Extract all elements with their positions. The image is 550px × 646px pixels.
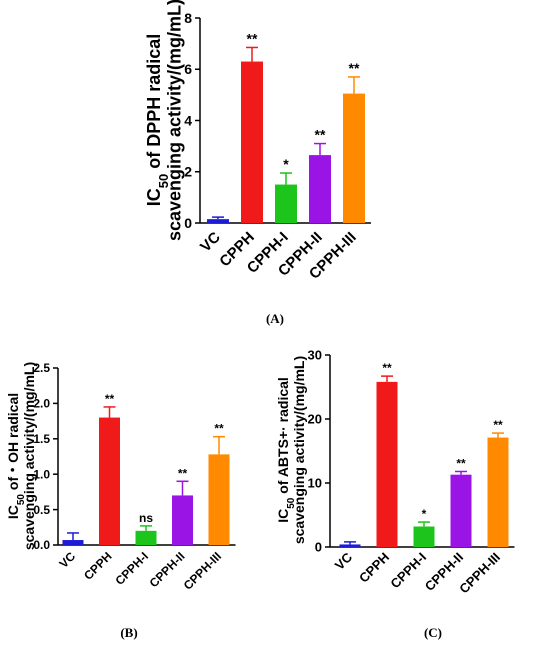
bar (241, 61, 263, 223)
y-tick-label: 1.5 (33, 432, 50, 446)
y-axis-title: IC50 of DPPH radical scavenging activity/… (144, 0, 185, 241)
bar (275, 184, 297, 223)
significance-mark: ** (105, 392, 115, 406)
bar (135, 530, 157, 545)
significance-mark: * (422, 507, 427, 521)
significance-mark: ** (178, 466, 188, 480)
y-tick-label: 2.5 (33, 361, 50, 375)
x-tick-label: CPPH (81, 549, 114, 582)
bar (62, 540, 84, 545)
panel-label: (A) (266, 311, 284, 326)
x-tick-label: CPPH-III (181, 549, 224, 592)
y-tick-label: 30 (308, 348, 322, 363)
significance-mark: ** (349, 60, 360, 76)
significance-mark: ** (382, 361, 392, 375)
y-axis-title: IC50 of ABTS+· radical scavenging activit… (275, 356, 307, 544)
chart-panel-3: 0102030VC**CPPH*CPPH-I**CPPH-II**CPPH-II… (275, 348, 515, 640)
x-tick-label: CPPH-III (456, 550, 503, 597)
y-tick-label: 10 (308, 476, 322, 491)
y-axis-title-line1: IC50 of DPPH radical (144, 34, 171, 207)
panel-label: (B) (120, 625, 137, 640)
x-tick-label: VC (56, 549, 78, 571)
bar (339, 544, 361, 547)
x-tick-label: CPPH-I (112, 549, 151, 588)
y-tick-label: 0.0 (33, 538, 50, 552)
y-tick-label: 4 (184, 112, 192, 128)
significance-mark: ns (139, 511, 153, 525)
significance-mark: * (283, 156, 289, 172)
y-tick-label: 2.0 (33, 397, 50, 411)
y-axis-title-line2: scavenging activity/(mg/mL) (291, 356, 307, 544)
bar (413, 526, 435, 547)
bar (309, 155, 331, 223)
bar (343, 93, 365, 223)
y-axis-title: IC50 of・OH radical scavenging activity/(m… (5, 362, 37, 550)
panel-label: (C) (424, 625, 442, 640)
significance-mark: ** (315, 127, 326, 143)
y-axis-title-line2: scavenging activity/(mg/mL) (165, 0, 185, 241)
bar (450, 474, 472, 547)
y-tick-label: 1.0 (33, 467, 50, 481)
x-tick-label: VC (197, 229, 224, 256)
bar (376, 381, 398, 547)
chart-panel-1: 02468VC**CPPH*CPPH-I**CPPH-II**CPPH-IIII… (144, 0, 371, 326)
bar (487, 437, 509, 547)
y-tick-label: 0 (315, 540, 322, 555)
significance-mark: ** (214, 422, 224, 436)
chart-panel-2: 0.0 0.5 1.0 1.5 2.0 2.5 VC ** CPPH ns CPPH-I ** CPPH… (5, 361, 236, 640)
significance-mark: ** (247, 30, 258, 46)
y-tick-label: 0 (184, 215, 192, 231)
x-tick-label: VC (332, 549, 356, 573)
y-tick-label: 6 (184, 61, 192, 77)
bar (172, 495, 193, 545)
y-tick-label: 0.5 (33, 503, 50, 517)
y-tick-label: 8 (184, 10, 192, 26)
significance-mark: ** (493, 418, 503, 432)
y-tick-label: 2 (184, 164, 192, 180)
y-tick-label: 20 (308, 412, 322, 427)
bar (99, 417, 120, 545)
y-axis-title-line1: IC50 of・OH radical (5, 393, 27, 519)
y-axis-title-line1: IC50 of ABTS+· radical (275, 377, 297, 523)
bar (208, 454, 230, 545)
bar (207, 219, 229, 223)
y-axis-title-line2: scavenging activity/(mg/mL) (21, 362, 37, 550)
significance-mark: ** (456, 456, 466, 470)
